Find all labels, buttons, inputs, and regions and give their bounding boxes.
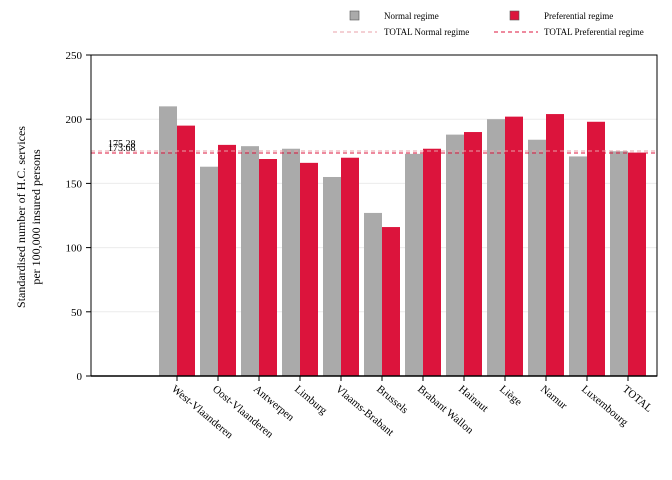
bar-preferential xyxy=(341,157,359,376)
bar-preferential xyxy=(628,152,646,376)
bar-normal xyxy=(282,148,300,376)
bar-normal xyxy=(446,134,464,376)
bar-normal xyxy=(241,146,259,376)
legend-label-normal: Normal regime xyxy=(384,11,439,21)
x-tick-label: Limburg xyxy=(292,383,329,417)
bar-preferential xyxy=(177,125,195,377)
bar-normal xyxy=(200,166,218,376)
x-tick-label: Liège xyxy=(497,383,524,408)
bar-normal xyxy=(364,212,382,376)
legend-label-total-normal: TOTAL Normal regime xyxy=(384,27,469,37)
bars xyxy=(159,106,646,377)
reference-label-total-preferential: 173.68 xyxy=(108,143,136,154)
bar-normal xyxy=(569,156,587,376)
bar-preferential xyxy=(300,162,318,376)
legend-swatch-normal xyxy=(349,10,360,21)
x-tick-label: Namur xyxy=(538,383,569,412)
y-tick-label: 0 xyxy=(77,371,83,383)
y-tick-label: 200 xyxy=(66,114,83,126)
bar-preferential xyxy=(587,121,605,376)
bar-preferential xyxy=(546,114,564,377)
bar-normal xyxy=(610,151,628,376)
bar-preferential xyxy=(464,132,482,376)
bar-normal xyxy=(323,176,341,376)
bar-normal xyxy=(528,139,546,376)
bar-normal xyxy=(487,119,505,376)
y-tick-label: 150 xyxy=(66,178,83,190)
y-tick-label: 100 xyxy=(66,243,83,255)
y-tick-label: 250 xyxy=(66,50,83,62)
y-tick-label: 50 xyxy=(71,307,83,319)
legend: Normal regime Preferential regime TOTAL … xyxy=(333,10,644,37)
y-axis-title-line-1: Standardised number of H.C. services xyxy=(14,126,28,308)
bar-preferential xyxy=(259,159,277,376)
reference-label-total-normal: 175.28 xyxy=(108,139,136,150)
bar-normal xyxy=(405,153,423,376)
x-axis: West-VlaanderenOost-VlaanderenAntwerpenL… xyxy=(169,376,655,442)
legend-label-total-preferential: TOTAL Preferential regime xyxy=(544,27,644,37)
y-axis-title-line-2: per 100,000 insured persons xyxy=(29,149,43,285)
x-tick-label: Hainaut xyxy=(456,383,490,415)
x-tick-label: TOTAL xyxy=(620,383,655,415)
x-tick-label: Brussels xyxy=(374,383,410,416)
bar-preferential xyxy=(382,227,400,376)
bar-preferential xyxy=(423,148,441,376)
bar-preferential xyxy=(505,116,523,376)
bar-normal xyxy=(159,106,177,377)
legend-swatch-preferential xyxy=(509,10,520,21)
bar-preferential xyxy=(218,144,236,376)
y-axis: 0 50 100 150 200 250 xyxy=(66,50,91,383)
legend-label-preferential: Preferential regime xyxy=(544,11,613,21)
